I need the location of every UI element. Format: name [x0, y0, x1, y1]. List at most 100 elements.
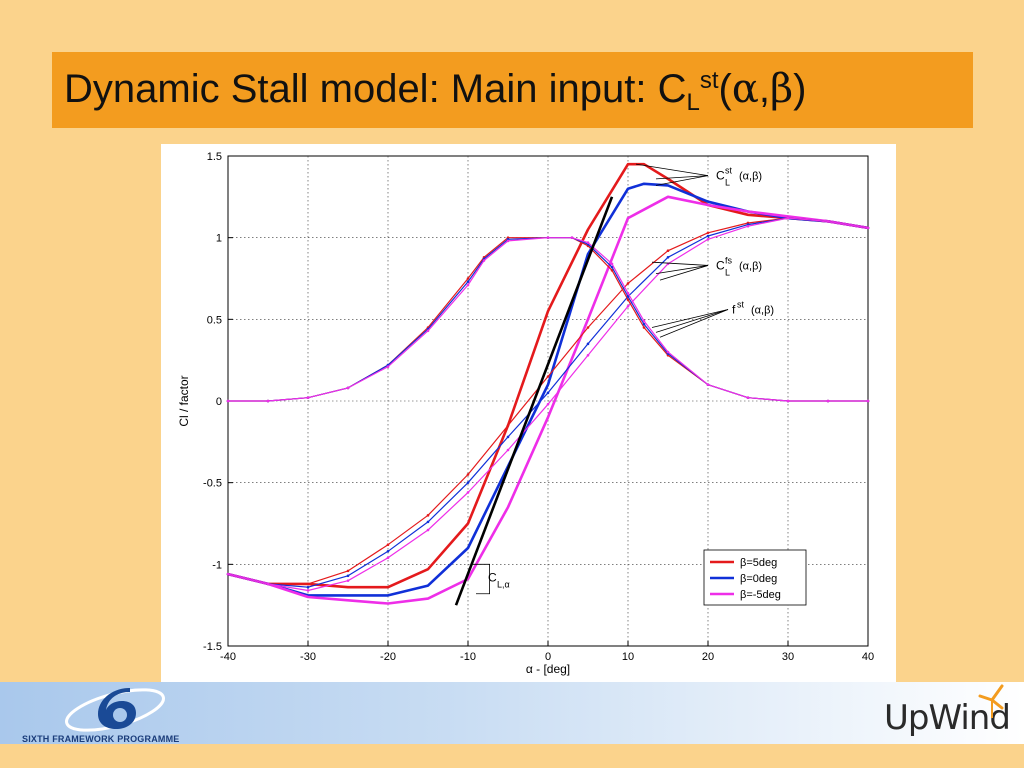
data-point: [386, 365, 390, 368]
data-point: [706, 234, 710, 238]
annotation-leader: [635, 163, 709, 176]
wind-turbine-icon: [978, 684, 1004, 718]
x-tick-label: 30: [782, 651, 794, 663]
title-beta: β: [769, 66, 794, 112]
data-point: [386, 556, 390, 560]
annotation-superscript: st: [737, 300, 745, 310]
data-point: [346, 579, 350, 582]
x-tick-label: -40: [220, 651, 236, 663]
annotation-superscript: fs: [725, 255, 733, 265]
y-tick-label: -1.5: [203, 641, 222, 653]
data-point: [546, 236, 550, 239]
annotation-label: f st (α,β): [732, 300, 774, 317]
title-paren-open: (: [718, 67, 732, 111]
annotation-superscript: st: [725, 166, 733, 176]
annotation-args: (α,β): [751, 305, 774, 317]
data-point: [226, 572, 230, 576]
data-point: [706, 231, 710, 235]
data-point: [426, 329, 430, 333]
annotation-label: C L,α: [488, 570, 510, 589]
annotation-leader: [659, 265, 709, 281]
y-tick-label: -1: [212, 559, 222, 571]
y-axis-label: Cl / factor: [177, 375, 191, 426]
data-point: [506, 239, 510, 243]
data-point: [642, 322, 646, 326]
title-alpha: α: [731, 66, 759, 112]
data-point: [826, 399, 830, 403]
data-point: [346, 574, 350, 578]
upwind-logo: UpWind: [884, 698, 1011, 738]
data-point: [626, 298, 630, 302]
data-point: [346, 569, 350, 573]
data-point: [226, 399, 230, 403]
annotation-subscript: L: [725, 267, 730, 277]
data-point: [786, 216, 790, 220]
data-point: [610, 269, 614, 272]
programme-label: SIXTH FRAMEWORK PROGRAMME: [22, 734, 180, 744]
footer: SIXTH FRAMEWORK PROGRAMME UpWind: [0, 682, 1024, 744]
annotation-leader: [655, 309, 729, 333]
data-point: [386, 543, 390, 547]
data-point: [586, 326, 590, 329]
cl-alpha-bracket: [472, 563, 491, 595]
data-point: [666, 249, 670, 253]
y-tick-label: 0: [216, 396, 222, 408]
annotation-symbol: f: [732, 303, 736, 317]
title-subscript: L: [686, 89, 700, 116]
annotation-symbol: C: [716, 169, 725, 183]
dynamic-stall-chart: -40 -30 -20 -10 0 10 20 30 40 -1.5 -1 -0.5 0 0.5 1 1.5 α…: [177, 151, 874, 676]
data-point: [546, 402, 550, 406]
data-point: [306, 585, 310, 589]
annotation-subscript: L: [725, 178, 730, 188]
data-point: [626, 282, 630, 285]
legend-entry: β=0deg: [740, 573, 777, 585]
title-bar: Dynamic Stall model: Main input: CLst(α,…: [52, 52, 973, 128]
data-point: [866, 399, 870, 403]
title-superscript: st: [699, 67, 719, 94]
data-point: [426, 520, 430, 524]
cl-st-series-line: [227, 162, 869, 589]
y-tick-label: 1: [216, 233, 222, 245]
title-comma: ,: [758, 67, 770, 111]
data-point: [482, 259, 486, 262]
y-tick-label: 1.5: [207, 151, 222, 163]
annotation-leader: [655, 175, 709, 180]
data-point: [506, 424, 510, 427]
y-tick-label: 0.5: [207, 314, 222, 326]
data-point: [586, 342, 590, 346]
data-point: [306, 582, 310, 586]
legend-entry: β=5deg: [740, 557, 777, 569]
data-point: [546, 375, 550, 378]
title-paren-close: ): [793, 67, 807, 111]
data-point: [706, 383, 710, 386]
x-tick-label: -30: [300, 651, 316, 663]
slide-title: Dynamic Stall model: Main input: CLst(α,…: [64, 66, 806, 117]
y-tick-label: -0.5: [203, 478, 222, 490]
chart-panel: -40 -30 -20 -10 0 10 20 30 40 -1.5 -1 -0.5 0 0.5 1 1.5 α…: [161, 144, 896, 685]
x-axis-label: α - [deg]: [526, 662, 570, 676]
data-point: [666, 350, 670, 354]
annotation-leader: [651, 309, 729, 328]
data-point: [666, 255, 670, 259]
x-tick-label: 20: [702, 651, 714, 663]
annotation-symbol: C: [716, 258, 725, 272]
x-tick-label: -10: [460, 651, 476, 663]
data-point: [426, 528, 430, 532]
cl-st-series-line: [227, 195, 869, 605]
x-tick-label: 40: [862, 651, 874, 663]
data-point: [610, 265, 614, 269]
data-point: [506, 448, 510, 452]
data-point: [466, 491, 470, 494]
data-point: [426, 514, 430, 517]
data-point: [626, 295, 630, 298]
annotation-leader: [651, 261, 709, 266]
annotation-symbol: C: [488, 570, 497, 584]
data-point: [642, 319, 646, 323]
data-point: [642, 326, 646, 329]
x-tick-label: -20: [380, 651, 396, 663]
data-point: [626, 291, 630, 295]
x-tick-label: 0: [545, 651, 551, 663]
cl-alpha-series-line: [454, 196, 614, 606]
annotation-args: (α,β): [739, 260, 762, 272]
